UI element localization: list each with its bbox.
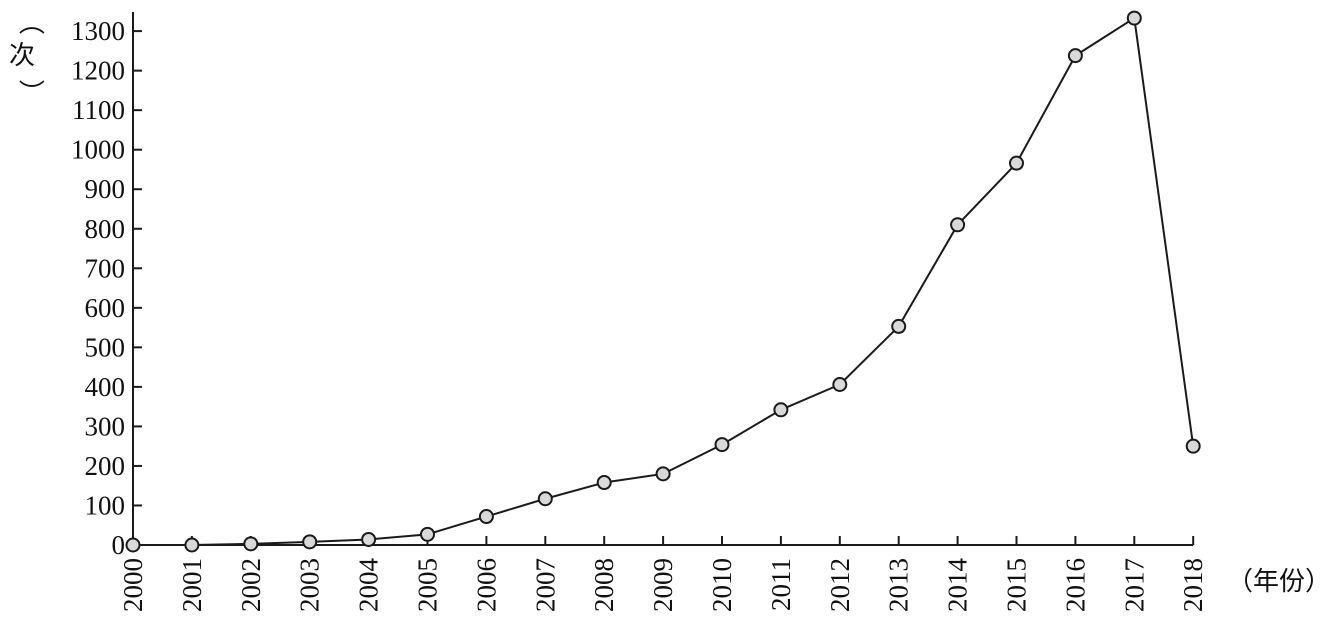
data-point	[832, 377, 848, 393]
x-tick-label: 2007	[530, 558, 560, 612]
y-tick-label: 200	[85, 451, 126, 481]
y-tick-label: 1200	[71, 56, 125, 86]
data-point	[1067, 48, 1083, 64]
y-tick-label: 400	[85, 372, 126, 402]
data-point	[773, 402, 789, 418]
x-tick-label: 2009	[648, 558, 678, 612]
data-point	[891, 318, 907, 334]
x-tick-label: 2015	[1002, 558, 1032, 612]
x-tick-label: 2012	[825, 558, 855, 612]
y-tick-label: 600	[85, 293, 126, 323]
x-tick-label: 2002	[236, 558, 266, 612]
y-axis-title-open: （	[15, 9, 45, 35]
data-point	[184, 537, 200, 553]
x-tick-label: 2017	[1119, 558, 1149, 612]
data-point	[243, 536, 259, 552]
x-axis-title: （年份）	[1227, 567, 1331, 597]
y-axis-ticks: 0 100 200 300 400 500 600 700 800 900 1000 1100 1200…	[71, 16, 142, 560]
series-line-0	[133, 17, 1195, 546]
data-point	[1126, 10, 1142, 26]
x-tick-label: 2016	[1060, 558, 1090, 612]
data-points	[125, 10, 1201, 553]
y-axis-title: 次	[9, 41, 35, 71]
x-tick-label: 2005	[413, 558, 443, 612]
data-point	[1009, 155, 1024, 171]
y-tick-label: 0	[112, 530, 126, 560]
y-tick-label: 100	[85, 490, 126, 520]
y-tick-label: 1300	[71, 16, 125, 46]
data-point	[361, 531, 377, 547]
y-tick-label: 700	[85, 253, 126, 283]
x-tick-label: 2001	[177, 558, 207, 612]
data-point	[302, 534, 318, 550]
y-axis-title-close: ）	[15, 79, 45, 105]
y-tick-label: 900	[85, 174, 126, 204]
data-point	[950, 217, 966, 233]
x-tick-label: 2004	[354, 558, 384, 613]
data-point	[537, 491, 553, 507]
x-tick-label: 2013	[884, 558, 914, 612]
series-line	[133, 17, 1195, 546]
data-point	[655, 466, 671, 482]
x-tick-label: 2014	[943, 558, 973, 613]
x-tick-label: 2000	[118, 558, 148, 612]
x-tick-label: 2008	[589, 558, 619, 612]
y-tick-label: 500	[85, 332, 126, 362]
x-tick-label: 2006	[471, 558, 501, 612]
x-tick-label: 2018	[1178, 558, 1208, 612]
x-tick-label: 2003	[295, 558, 325, 612]
y-tick-label: 300	[85, 411, 126, 441]
x-tick-label: 2011	[766, 558, 796, 611]
axes	[132, 12, 1194, 546]
y-tick-label: 1100	[72, 95, 125, 125]
data-point	[714, 437, 730, 453]
data-point	[1185, 438, 1201, 454]
data-point	[596, 475, 612, 491]
data-point	[420, 526, 435, 542]
x-tick-label: 2010	[707, 558, 737, 612]
data-point	[478, 509, 494, 525]
y-tick-label: 800	[85, 214, 126, 244]
data-point	[125, 537, 141, 553]
x-axis-ticks: 2000 2001 2002 2003 2004 2005 2006 2007 2008 2009…	[118, 536, 1208, 612]
y-tick-label: 1000	[71, 135, 125, 165]
